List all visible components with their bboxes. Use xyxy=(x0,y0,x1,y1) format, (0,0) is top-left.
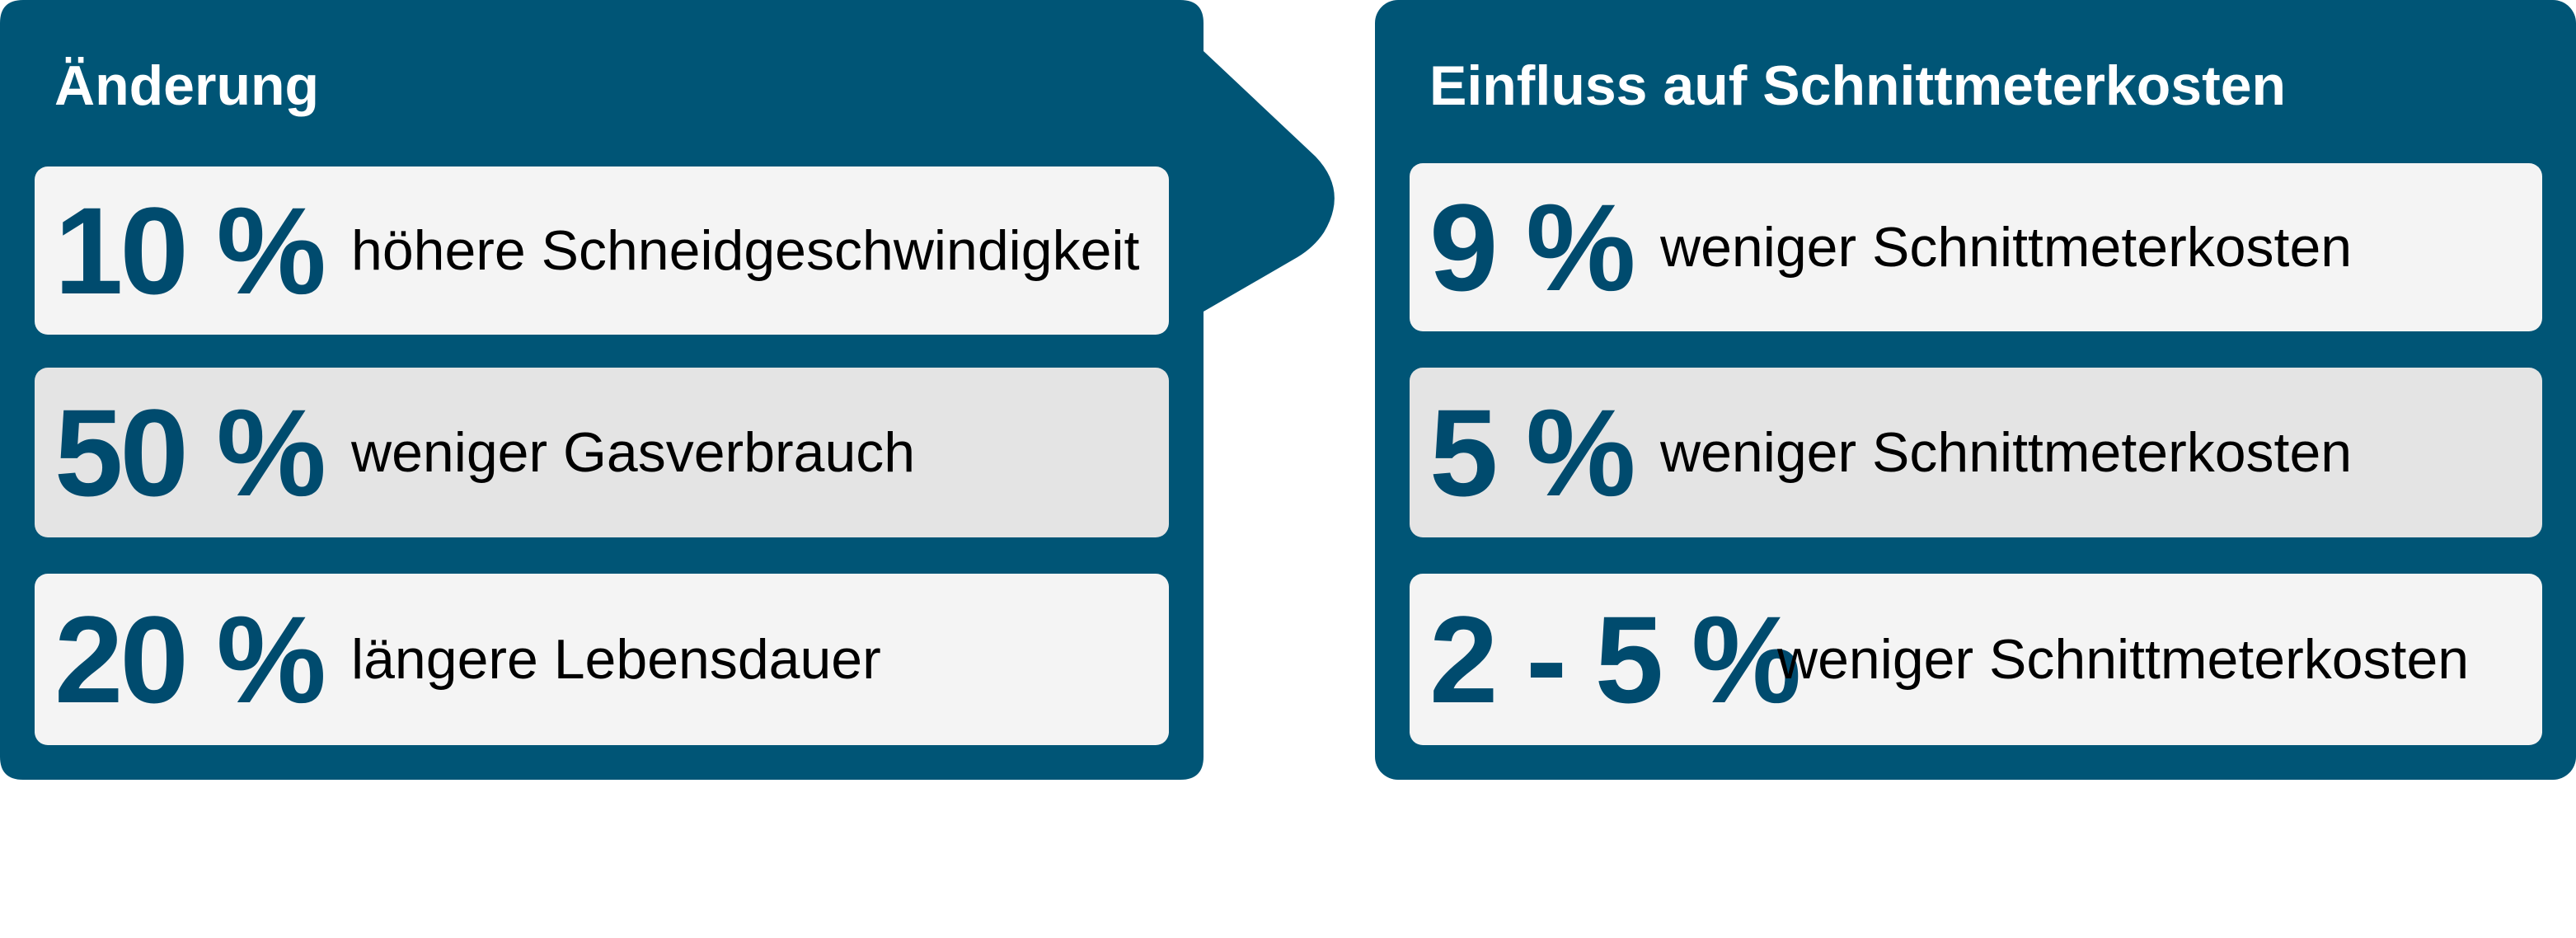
left-panel-title: Änderung xyxy=(54,54,320,117)
left-row-text: weniger Gasverbrauch xyxy=(351,421,916,484)
right-row-text: weniger Schnittmeterkosten xyxy=(1660,216,2353,279)
left-row-speed: 10 % höhere Schneidgeschwindigkeit xyxy=(35,166,1169,335)
right-row-value: 9 % xyxy=(1429,177,1635,317)
right-row-value: 5 % xyxy=(1429,382,1635,522)
left-row-lifetime: 20 % längere Lebensdauer xyxy=(35,574,1169,745)
right-row-cost-2: 5 % weniger Schnittmeterkosten xyxy=(1410,368,2542,537)
left-row-gas: 50 % weniger Gasverbrauch xyxy=(35,368,1169,537)
left-row-value: 50 % xyxy=(54,382,326,522)
left-row-text: höhere Schneidgeschwindigkeit xyxy=(351,219,1140,282)
right-row-value: 2 - 5 % xyxy=(1429,589,1801,729)
right-panel-title: Einfluss auf Schnittmeterkosten xyxy=(1429,54,2287,117)
left-row-value: 10 % xyxy=(54,181,326,320)
left-row-text: längere Lebensdauer xyxy=(351,628,881,691)
left-row-value: 20 % xyxy=(54,589,326,729)
right-row-text: weniger Schnittmeterkosten xyxy=(1777,628,2470,691)
right-row-cost-1: 9 % weniger Schnittmeterkosten xyxy=(1410,163,2542,331)
right-row-text: weniger Schnittmeterkosten xyxy=(1660,421,2353,484)
right-row-cost-3: 2 - 5 % weniger Schnittmeterkosten xyxy=(1410,574,2542,745)
